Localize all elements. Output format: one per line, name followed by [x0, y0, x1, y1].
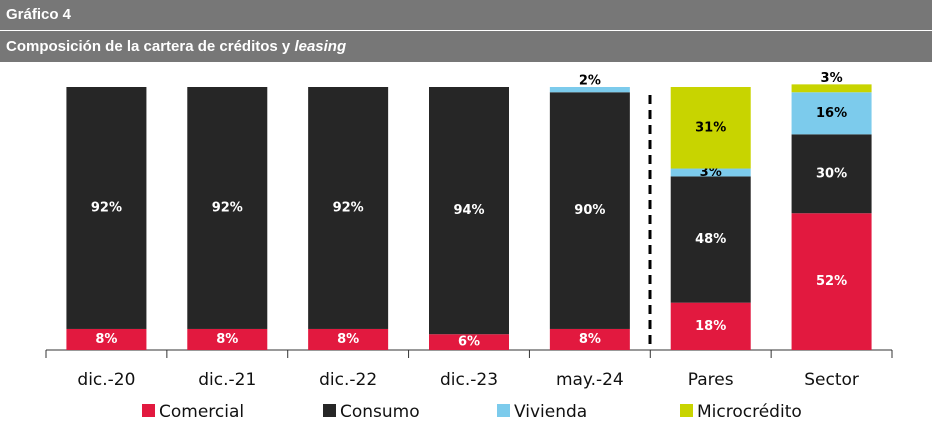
bar-segment — [791, 134, 872, 214]
bar-segment — [187, 328, 268, 350]
bar-segment — [549, 328, 630, 350]
data-label: 8% — [95, 332, 117, 347]
legend-label: Consumo — [340, 402, 420, 422]
data-label: 48% — [695, 232, 726, 247]
legend-label: Vivienda — [514, 402, 587, 422]
data-label: 6% — [458, 335, 480, 350]
subtitle-band — [0, 31, 932, 62]
data-label: 92% — [91, 200, 122, 215]
bar-segment — [429, 334, 509, 350]
data-label: 94% — [453, 203, 484, 218]
title-band — [0, 0, 932, 30]
data-label: 8% — [337, 332, 359, 347]
data-label: 18% — [695, 319, 726, 334]
x-tick-label: dic.-23 — [440, 370, 498, 390]
x-tick-label: Sector — [804, 370, 859, 390]
chart-title: Gráfico 4 — [6, 6, 72, 23]
bar-segment — [670, 176, 751, 303]
bar-segment — [308, 87, 389, 329]
bar-segment — [791, 213, 872, 350]
data-label: 16% — [816, 106, 847, 121]
subtitle-italic: leasing — [294, 38, 346, 55]
legend-swatch — [497, 404, 510, 417]
data-label: 3% — [821, 71, 843, 86]
data-label: 2% — [579, 74, 601, 89]
bar-segment — [308, 328, 389, 350]
subtitle-text: Composición de la cartera de créditos y — [6, 38, 291, 55]
x-tick-label: dic.-20 — [77, 370, 135, 390]
x-tick-label: dic.-21 — [198, 370, 256, 390]
bar-segment — [670, 168, 751, 177]
data-label: 92% — [212, 200, 243, 215]
bar-segment — [549, 92, 630, 329]
data-label: 90% — [574, 203, 605, 218]
bar-segment — [791, 92, 872, 135]
legend-label: Comercial — [159, 402, 244, 422]
bar-segment — [549, 87, 630, 93]
bar-segment — [791, 84, 872, 93]
x-tick-label: may.-24 — [556, 370, 624, 390]
data-label: 31% — [695, 120, 726, 135]
legend-swatch — [323, 404, 336, 417]
data-label: 92% — [333, 200, 364, 215]
data-label: 8% — [216, 332, 238, 347]
legend-label: Microcrédito — [697, 402, 802, 422]
data-label: 52% — [816, 274, 847, 289]
x-tick-label: dic.-22 — [319, 370, 377, 390]
bar-segment — [670, 87, 751, 169]
data-label: 30% — [816, 166, 847, 181]
bar-segment — [670, 302, 751, 350]
legend-swatch — [680, 404, 693, 417]
data-label: 3% — [700, 165, 722, 180]
bar-segment — [187, 87, 268, 329]
data-label: 8% — [579, 332, 601, 347]
bar-segment — [66, 328, 147, 350]
x-tick-label: Pares — [688, 370, 734, 390]
bar-segment — [429, 87, 509, 335]
bar-segment — [66, 87, 147, 329]
legend-swatch — [142, 404, 155, 417]
chart-subtitle: Composición de la cartera de créditos y … — [6, 38, 346, 55]
